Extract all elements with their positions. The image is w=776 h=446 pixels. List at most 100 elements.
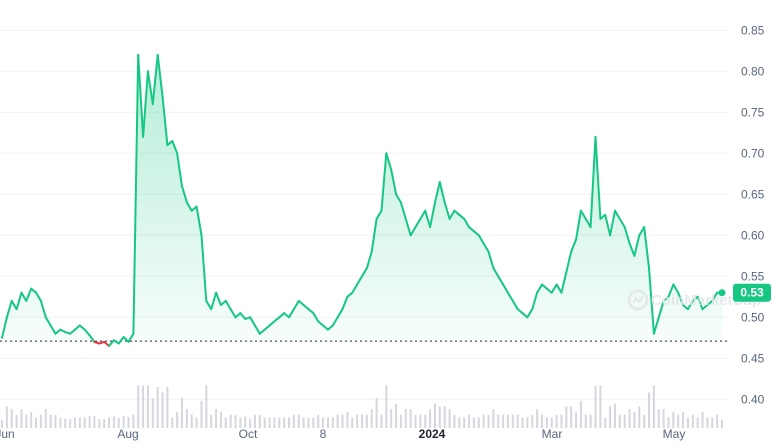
price-segment: [322, 324, 329, 331]
price-segment: [657, 299, 665, 319]
volume-bar: [375, 398, 378, 428]
volume-bar: [356, 414, 359, 428]
volume-bar: [531, 414, 534, 428]
volume-bar: [419, 414, 422, 428]
price-segment: [652, 316, 660, 335]
volume-bar: [176, 411, 179, 428]
volume-bar: [317, 414, 320, 428]
volume-bar: [706, 417, 709, 428]
volume-bar: [487, 414, 490, 428]
price-segment: [15, 291, 23, 311]
price-segment: [234, 312, 242, 319]
y-tick-label: 0.70: [741, 146, 765, 160]
volume-bar: [472, 417, 475, 428]
volume-bar: [691, 414, 694, 428]
volume-bar: [146, 385, 149, 428]
price-segment: [565, 250, 573, 274]
price-segment: [297, 299, 305, 306]
price-segment: [370, 217, 378, 253]
volume-bar: [64, 418, 67, 428]
volume-bar: [613, 403, 616, 428]
volume-bar: [399, 414, 402, 428]
volume-bar: [166, 386, 169, 428]
price-segment: [229, 308, 237, 319]
price-segment: [39, 299, 47, 319]
price-segment: [385, 152, 393, 171]
price-segment: [1, 316, 8, 339]
volume-bar: [151, 398, 154, 428]
volume-bar: [623, 414, 626, 428]
price-segment: [83, 328, 91, 337]
price-segment: [44, 316, 52, 327]
volume-bar: [93, 415, 96, 428]
price-segment: [614, 209, 621, 220]
volume-bar: [307, 417, 310, 428]
price-segment: [283, 312, 290, 319]
volume-bar: [370, 409, 373, 428]
volume-bar: [701, 411, 704, 428]
volume-bar: [132, 414, 135, 428]
volume-bar: [633, 411, 636, 428]
volume-bar: [448, 409, 451, 428]
price-segment: [336, 308, 344, 319]
volume-bar: [161, 392, 164, 428]
volume-bar: [555, 414, 558, 428]
volume-bar: [253, 414, 256, 428]
volume-bar: [497, 414, 500, 428]
volume-bar: [156, 386, 159, 428]
price-segment: [185, 201, 193, 212]
price-segment: [30, 287, 38, 294]
price-segment: [69, 328, 76, 335]
volume-bar: [234, 414, 237, 428]
volume-bar: [302, 417, 305, 428]
price-segment: [210, 291, 218, 311]
price-segment: [711, 291, 719, 302]
price-segment: [351, 283, 359, 294]
price-segment: [575, 209, 582, 241]
price-segment: [103, 340, 110, 347]
price-segment: [171, 140, 179, 155]
volume-bar: [88, 416, 91, 428]
volume-bar: [482, 414, 485, 428]
volume-bar: [292, 414, 295, 428]
price-segment: [307, 308, 315, 315]
current-price-value: 0.53: [740, 286, 764, 300]
price-segment: [618, 217, 626, 229]
volume-bar: [185, 409, 188, 428]
volume-bar: [117, 418, 120, 428]
volume-bar: [137, 385, 140, 428]
volume-bar: [103, 419, 106, 428]
price-segment: [365, 250, 373, 270]
volume-bar: [69, 419, 72, 428]
price-segment: [288, 308, 295, 319]
volume-bar: [30, 411, 33, 428]
volume-bar: [244, 416, 247, 428]
price-segment: [219, 299, 227, 306]
price-segment: [20, 291, 28, 302]
y-tick-label: 0.75: [741, 105, 765, 119]
price-segment: [156, 53, 164, 97]
y-axis: 0.85 0.80 0.75 0.70 0.65 0.60 0.55 0.50 0.45 0.40: [741, 23, 765, 406]
price-segment: [521, 312, 529, 319]
price-segment: [458, 213, 466, 220]
volume-bar: [15, 414, 18, 428]
price-segment: [278, 312, 286, 319]
price-segment: [570, 238, 578, 253]
price-segment: [380, 152, 388, 212]
volume-bar: [336, 414, 339, 428]
price-segment: [137, 53, 145, 138]
volume-bar: [463, 417, 466, 428]
price-line: [1, 53, 723, 347]
grid-lines: [0, 29, 728, 400]
price-segment: [146, 70, 154, 106]
price-segment: [74, 324, 81, 331]
volume-bar: [312, 417, 315, 428]
price-segment: [497, 275, 505, 286]
price-segment: [550, 283, 558, 294]
volume-bar: [677, 414, 680, 428]
volume-bar: [721, 420, 723, 428]
price-segment: [516, 308, 524, 315]
x-tick-label: 8: [320, 427, 327, 441]
y-tick-label: 0.65: [741, 187, 765, 201]
current-price-badge: 0.53: [733, 283, 771, 302]
